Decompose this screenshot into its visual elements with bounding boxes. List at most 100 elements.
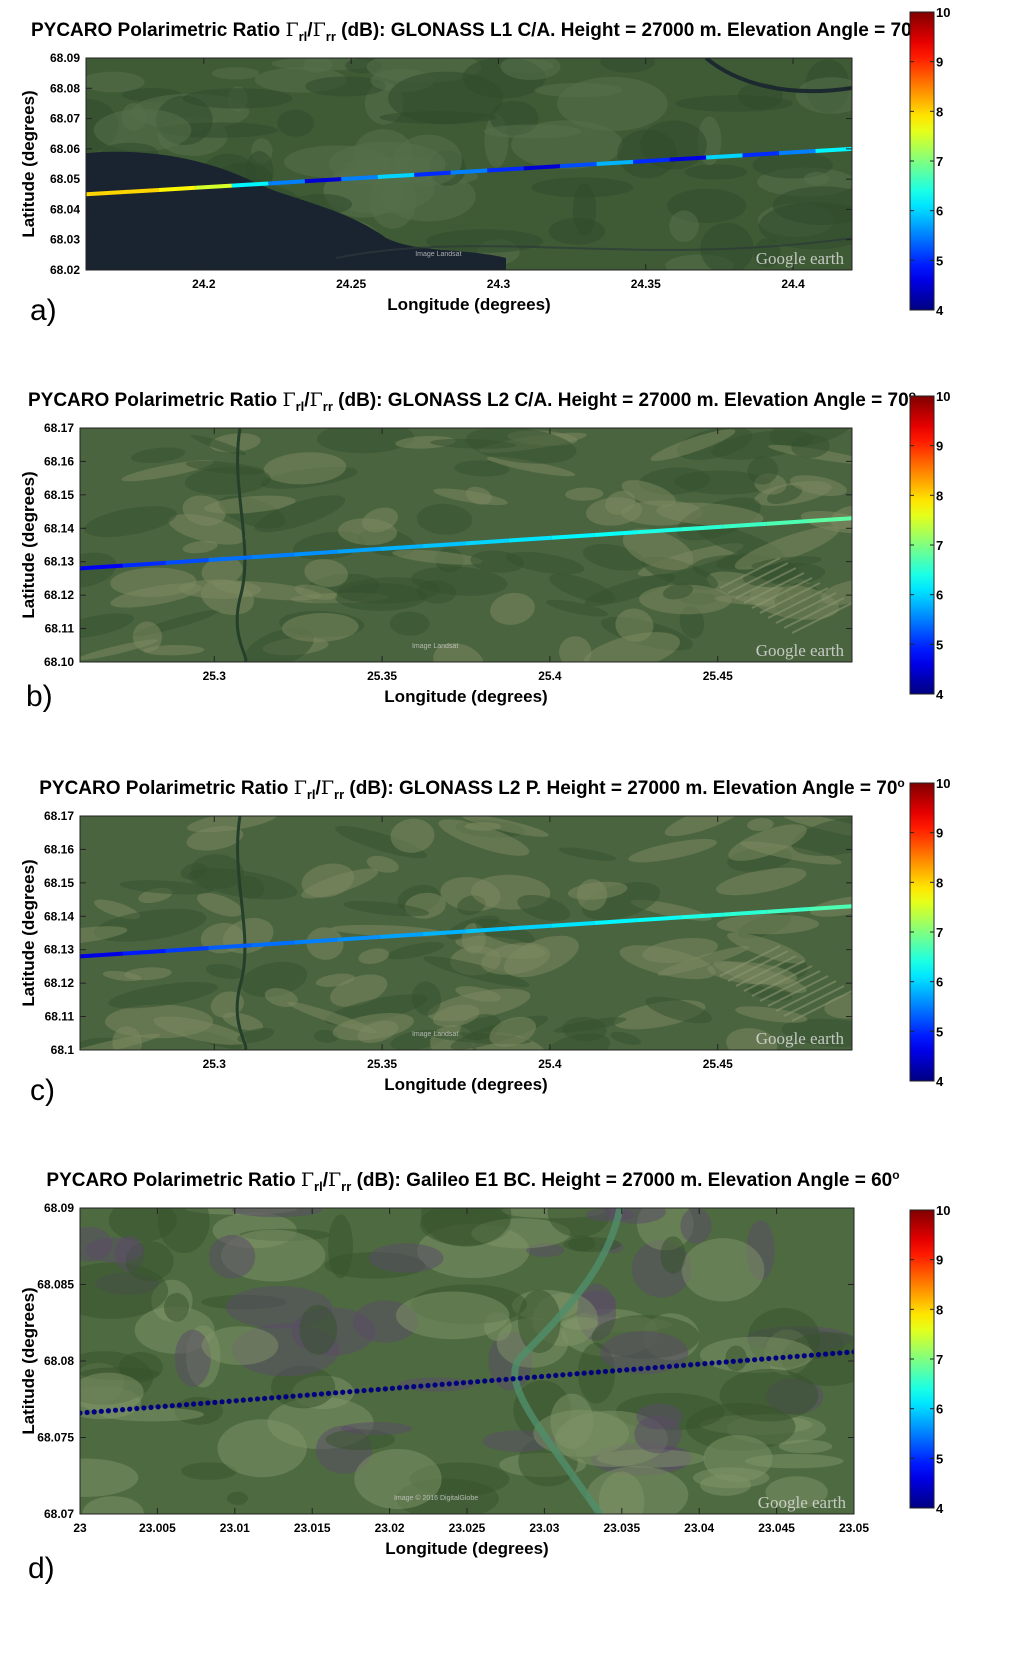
track-point xyxy=(212,1399,218,1405)
panel-label: d) xyxy=(28,1552,55,1585)
track-point xyxy=(141,1405,147,1411)
track-point xyxy=(247,1396,254,1403)
x-tick-label: 25.35 xyxy=(367,669,397,683)
track-point xyxy=(489,1377,495,1384)
panel-label: c) xyxy=(30,1074,55,1107)
track-point xyxy=(361,1387,367,1394)
track-point xyxy=(744,1357,751,1363)
track-point xyxy=(830,1350,836,1357)
track-point xyxy=(503,1376,509,1382)
y-tick-label: 68.06 xyxy=(50,142,80,156)
track-point xyxy=(418,1383,424,1389)
y-tick-label: 68.08 xyxy=(50,81,80,95)
colorbar-tick-label: 6 xyxy=(936,1402,943,1417)
imagery-credit-watermark: Image © 2016 DigitalGlobe xyxy=(394,1494,478,1502)
track-segment xyxy=(208,555,252,563)
y-axis-label: Latitude (degrees) xyxy=(19,1287,38,1434)
colorbar-tick-label: 5 xyxy=(936,1024,943,1039)
colorbar-tick-label: 8 xyxy=(936,1302,943,1317)
y-tick-label: 68.04 xyxy=(50,202,80,216)
colorbar-tick-label: 5 xyxy=(936,253,943,268)
track-segment xyxy=(465,538,510,546)
google-earth-watermark: Google earth xyxy=(756,249,845,268)
track-point xyxy=(673,1363,680,1369)
y-tick-label: 68.09 xyxy=(44,1201,74,1215)
track-point xyxy=(354,1388,360,1394)
track-segment xyxy=(742,151,780,158)
track-segment xyxy=(723,909,767,917)
track-segment xyxy=(195,183,233,190)
track-point xyxy=(368,1387,374,1393)
track-point xyxy=(439,1381,445,1387)
track-segment xyxy=(86,190,123,197)
y-axis-label: Latitude (degrees) xyxy=(19,90,38,237)
y-tick-label: 68.07 xyxy=(50,112,80,126)
colorbar-tick-label: 5 xyxy=(936,637,943,652)
track-point xyxy=(404,1384,410,1390)
track-segment xyxy=(508,923,552,931)
track-point xyxy=(191,1401,197,1407)
colorbar-tick-label: 4 xyxy=(936,687,944,702)
track-point xyxy=(538,1373,545,1380)
track-point xyxy=(567,1371,573,1377)
track-segment xyxy=(377,172,415,179)
track-point xyxy=(283,1394,289,1400)
measurement-track xyxy=(80,516,852,571)
track-point xyxy=(808,1352,814,1358)
colorbar-tick-label: 7 xyxy=(936,1352,943,1367)
colorbar-tick-label: 9 xyxy=(936,1253,943,1268)
track-point xyxy=(460,1380,467,1386)
track-point xyxy=(297,1393,303,1399)
track-point xyxy=(453,1380,459,1386)
track-segment xyxy=(766,519,810,526)
track-segment xyxy=(268,179,305,186)
track-point xyxy=(318,1391,325,1397)
google-earth-watermark: Google earth xyxy=(756,641,845,660)
y-tick-label: 68.16 xyxy=(44,454,74,468)
y-tick-label: 68.09 xyxy=(50,51,80,65)
track-point xyxy=(716,1359,722,1366)
track-point xyxy=(652,1364,658,1371)
track-segment xyxy=(380,544,424,551)
measurement-track xyxy=(86,146,852,197)
track-point xyxy=(389,1385,396,1391)
x-tick-label: 24.2 xyxy=(192,277,216,291)
track-point xyxy=(588,1369,594,1376)
track-point xyxy=(233,1398,239,1404)
y-axis-label: Latitude (degrees) xyxy=(19,471,38,618)
y-tick-label: 68.1 xyxy=(51,1043,75,1057)
track-segment xyxy=(294,937,338,945)
track-segment xyxy=(637,527,681,535)
track-segment xyxy=(122,948,166,956)
track-point xyxy=(659,1364,665,1370)
colorbar-tick-label: 8 xyxy=(936,488,943,503)
track-point xyxy=(531,1374,538,1380)
colorbar-tick-label: 8 xyxy=(936,875,943,890)
track-point xyxy=(219,1399,225,1405)
track-segment xyxy=(337,546,381,554)
track-segment xyxy=(596,159,634,166)
colorbar-tick-label: 10 xyxy=(936,1203,950,1218)
track-point xyxy=(382,1386,388,1392)
track-segment xyxy=(637,915,681,923)
track-point xyxy=(815,1352,822,1358)
track-point xyxy=(631,1366,637,1372)
track-point xyxy=(475,1378,481,1385)
track-segment xyxy=(337,934,381,942)
track-point xyxy=(169,1403,175,1409)
track-point xyxy=(396,1385,403,1391)
track-point xyxy=(773,1355,779,1361)
y-tick-label: 68.12 xyxy=(44,588,74,602)
track-point xyxy=(98,1408,104,1414)
x-tick-label: 23.015 xyxy=(294,1521,331,1535)
x-tick-label: 23.04 xyxy=(684,1521,714,1535)
track-segment xyxy=(165,558,209,565)
chart-panel-a: Google earth Image Landsat 24.2 24.25 24.3 24… xyxy=(19,5,950,327)
track-point xyxy=(347,1389,353,1395)
track-point xyxy=(333,1390,339,1396)
track-point xyxy=(553,1372,559,1379)
track-point xyxy=(446,1381,452,1387)
track-point xyxy=(695,1361,701,1367)
track-segment xyxy=(633,157,670,164)
x-axis-label: Longitude (degrees) xyxy=(384,687,547,706)
